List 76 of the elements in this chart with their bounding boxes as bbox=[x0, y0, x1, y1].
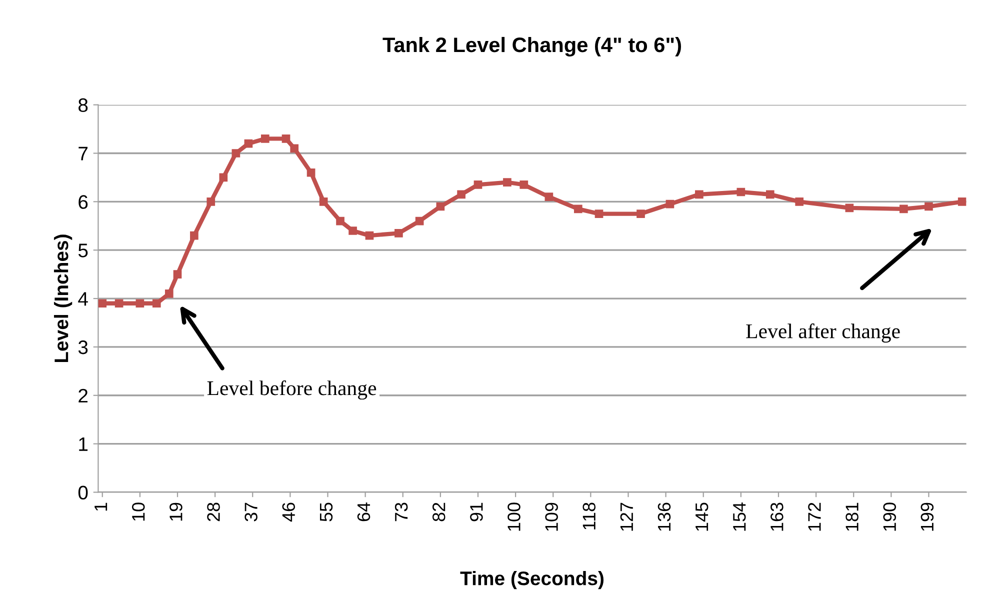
point bbox=[244, 139, 253, 148]
x-tick-label: 28 bbox=[207, 502, 220, 522]
point bbox=[290, 144, 299, 153]
x-tick-label: 109 bbox=[545, 502, 558, 531]
y-tick-label: 5 bbox=[78, 244, 88, 258]
annotation: Level before change bbox=[207, 380, 376, 400]
point bbox=[365, 231, 374, 240]
x-tick-label: 199 bbox=[920, 502, 934, 531]
point bbox=[436, 202, 445, 211]
x-tick-label: 145 bbox=[696, 502, 708, 531]
y-axis-title: Level (Inches) bbox=[54, 234, 72, 362]
point bbox=[695, 190, 704, 199]
point bbox=[924, 202, 933, 211]
point bbox=[474, 180, 482, 189]
y-tick-label: 8 bbox=[78, 98, 88, 112]
x-tick-label: 154 bbox=[733, 502, 746, 531]
x-tick-label: 19 bbox=[170, 502, 182, 521]
annotation: Level after change bbox=[746, 323, 900, 343]
point bbox=[415, 216, 424, 226]
x-tick-label: 100 bbox=[508, 502, 520, 531]
x-tick-label: 82 bbox=[432, 502, 446, 522]
point bbox=[319, 198, 328, 206]
x-tick-label: 181 bbox=[846, 502, 858, 531]
x-tick-label: 73 bbox=[394, 502, 408, 522]
x-axis-title: Time (Seconds) bbox=[460, 570, 604, 590]
point bbox=[232, 149, 240, 158]
point bbox=[136, 299, 144, 308]
point bbox=[348, 226, 357, 235]
point bbox=[164, 290, 174, 298]
x-tick-label: 64 bbox=[357, 502, 370, 522]
chart-title: Tank 2 Level Change (4" to 6") bbox=[382, 36, 681, 56]
point bbox=[206, 198, 216, 206]
point bbox=[900, 204, 908, 214]
point bbox=[114, 299, 124, 308]
point bbox=[173, 270, 182, 278]
point bbox=[594, 210, 604, 218]
point bbox=[152, 299, 161, 308]
point bbox=[845, 204, 854, 212]
x-tick-label: 10 bbox=[132, 502, 145, 521]
point bbox=[666, 200, 674, 208]
x-tick-label: 118 bbox=[582, 502, 596, 530]
x-tick-label: 46 bbox=[282, 502, 296, 522]
y-tick-label: 1 bbox=[79, 437, 88, 451]
point bbox=[282, 134, 290, 143]
point bbox=[190, 231, 198, 240]
point bbox=[306, 168, 316, 177]
y-tick-label: 2 bbox=[78, 388, 88, 402]
x-tick-label: 163 bbox=[770, 502, 784, 531]
y-tick-label: 7 bbox=[78, 146, 88, 160]
x-tick-label: 55 bbox=[320, 502, 333, 522]
x-tick-label: 1 bbox=[94, 502, 108, 511]
point bbox=[574, 204, 582, 214]
point bbox=[219, 173, 228, 182]
point bbox=[958, 198, 966, 206]
x-tick-label: 127 bbox=[620, 502, 633, 531]
x-tick-label: 91 bbox=[470, 502, 483, 522]
point bbox=[766, 190, 774, 199]
x-tick-label: 136 bbox=[658, 502, 671, 531]
point bbox=[795, 198, 804, 206]
x-tick-label: 190 bbox=[883, 502, 896, 531]
point bbox=[394, 228, 403, 238]
x-tick-label: 172 bbox=[808, 502, 821, 531]
point bbox=[503, 178, 512, 186]
point bbox=[544, 192, 554, 201]
y-tick-label: 0 bbox=[78, 486, 88, 500]
y-tick-label: 6 bbox=[78, 195, 88, 209]
x-tick-label: 37 bbox=[244, 502, 258, 522]
point bbox=[520, 180, 528, 189]
y-tick-label: 4 bbox=[78, 292, 88, 306]
point bbox=[457, 190, 466, 199]
y-tick-label: 3 bbox=[78, 340, 88, 354]
point bbox=[98, 299, 107, 308]
point bbox=[260, 134, 270, 143]
point bbox=[336, 216, 344, 226]
point bbox=[736, 188, 746, 196]
point bbox=[636, 210, 645, 218]
